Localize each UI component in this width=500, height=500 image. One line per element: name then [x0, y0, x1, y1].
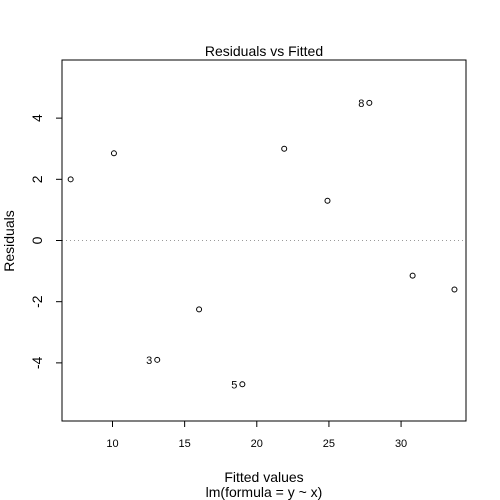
data-point	[366, 99, 373, 106]
x-tick-label: 15	[179, 438, 191, 450]
y-axis: 4 2 0 -2 -4	[29, 114, 63, 369]
data-point	[239, 381, 246, 388]
data-point	[451, 286, 458, 293]
data-point	[110, 150, 117, 157]
data-point	[324, 197, 331, 204]
y-tick-label: 2	[29, 175, 45, 183]
x-tick-label: 30	[395, 438, 407, 450]
x-axis-label: Fitted values	[224, 469, 303, 485]
y-tick-label: -4	[29, 356, 45, 369]
x-tick-label: 25	[323, 438, 335, 450]
x-tick-label: 10	[106, 438, 118, 450]
y-tick-label: 4	[29, 114, 45, 122]
data-point	[409, 272, 416, 279]
data-points: 3 5 8	[67, 98, 458, 391]
data-point	[196, 306, 203, 313]
data-point	[154, 356, 161, 363]
chart-title: Residuals vs Fitted	[205, 43, 323, 59]
model-formula-label: lm(formula = y ~ x)	[206, 484, 323, 500]
y-axis-label: Residuals	[1, 210, 17, 271]
x-axis: 10 15 20 25 30	[106, 420, 407, 450]
point-label: 5	[231, 379, 237, 391]
x-tick-label: 20	[251, 438, 263, 450]
data-point	[67, 176, 74, 183]
point-label: 8	[358, 98, 364, 110]
data-point	[281, 145, 288, 152]
point-label: 3	[146, 355, 152, 367]
y-tick-label: -2	[29, 295, 45, 308]
y-tick-label: 0	[29, 236, 45, 244]
